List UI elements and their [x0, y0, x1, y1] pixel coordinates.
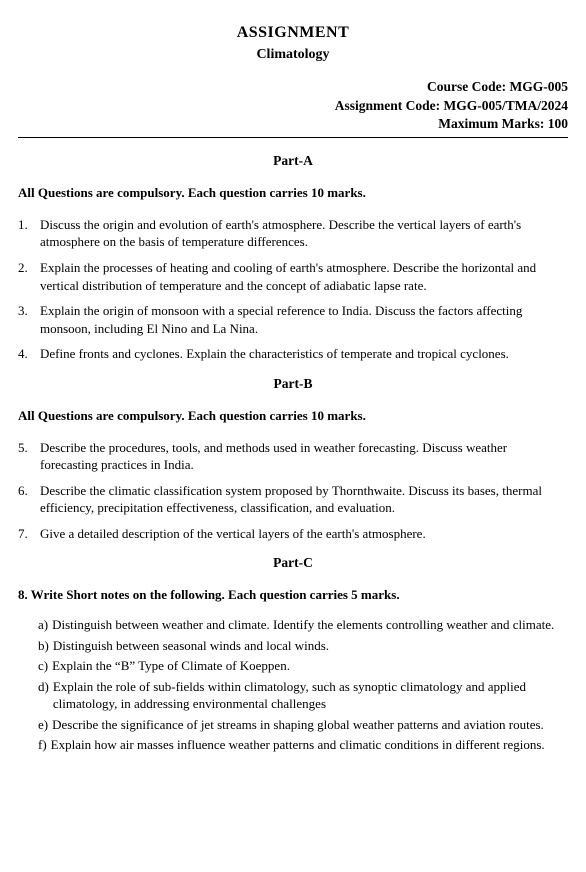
sub-question-text: Explain how air masses influence weather… [51, 736, 568, 754]
assignment-code-label: Assignment Code: [335, 98, 444, 113]
assignment-code-line: Assignment Code: MGG-005/TMA/2024 [18, 97, 568, 115]
part-a-instruction: All Questions are compulsory. Each quest… [18, 184, 568, 202]
part-c-sublist: a) Distinguish between weather and clima… [38, 616, 568, 754]
sub-question-text: Distinguish between seasonal winds and l… [53, 637, 568, 655]
question-text: Describe the climatic classification sys… [40, 482, 568, 517]
sub-question-text: Explain the role of sub-fields within cl… [53, 678, 568, 713]
part-a-heading: Part-A [18, 152, 568, 170]
sub-question-item: c) Explain the “B” Type of Climate of Ko… [38, 657, 568, 675]
question-item: 7. Give a detailed description of the ve… [18, 525, 568, 543]
question-item: 2. Explain the processes of heating and … [18, 259, 568, 294]
max-marks-label: Maximum Marks: [438, 116, 547, 131]
part-c-heading: Part-C [18, 554, 568, 572]
question-item: 1. Discuss the origin and evolution of e… [18, 216, 568, 251]
question-item: 6. Describe the climatic classification … [18, 482, 568, 517]
question-number: 7. [18, 525, 40, 543]
question-item: 4. Define fronts and cyclones. Explain t… [18, 345, 568, 363]
sub-question-label: b) [38, 637, 53, 655]
sub-question-item: b) Distinguish between seasonal winds an… [38, 637, 568, 655]
question-text: Discuss the origin and evolution of eart… [40, 216, 568, 251]
sub-question-label: d) [38, 678, 53, 713]
question-number: 2. [18, 259, 40, 294]
question-text: Describe the procedures, tools, and meth… [40, 439, 568, 474]
question-text: Explain the origin of monsoon with a spe… [40, 302, 568, 337]
question-item: 3. Explain the origin of monsoon with a … [18, 302, 568, 337]
part-b-heading: Part-B [18, 375, 568, 393]
meta-block: Course Code: MGG-005 Assignment Code: MG… [18, 78, 568, 133]
sub-question-label: e) [38, 716, 52, 734]
header-rule [18, 137, 568, 138]
course-code-line: Course Code: MGG-005 [18, 78, 568, 96]
main-title: ASSIGNMENT [18, 22, 568, 44]
sub-question-text: Describe the significance of jet streams… [52, 716, 568, 734]
sub-question-text: Distinguish between weather and climate.… [52, 616, 568, 634]
sub-question-label: f) [38, 736, 51, 754]
assignment-code-value: MGG-005/TMA/2024 [444, 98, 569, 113]
sub-question-item: e) Describe the significance of jet stre… [38, 716, 568, 734]
part-c-instruction: 8. Write Short notes on the following. E… [18, 586, 568, 604]
question-number: 1. [18, 216, 40, 251]
course-code-value: MGG-005 [510, 79, 569, 94]
sub-question-item: a) Distinguish between weather and clima… [38, 616, 568, 634]
sub-question-label: a) [38, 616, 52, 634]
sub-question-label: c) [38, 657, 52, 675]
question-text: Explain the processes of heating and coo… [40, 259, 568, 294]
question-text: Give a detailed description of the verti… [40, 525, 568, 543]
question-number: 4. [18, 345, 40, 363]
title-block: ASSIGNMENT Climatology [18, 22, 568, 64]
part-b-question-list: 5. Describe the procedures, tools, and m… [18, 439, 568, 543]
sub-question-item: d) Explain the role of sub-fields within… [38, 678, 568, 713]
max-marks-line: Maximum Marks: 100 [18, 115, 568, 133]
course-code-label: Course Code: [427, 79, 510, 94]
max-marks-value: 100 [548, 116, 568, 131]
question-number: 6. [18, 482, 40, 517]
sub-question-item: f) Explain how air masses influence weat… [38, 736, 568, 754]
part-b-instruction: All Questions are compulsory. Each quest… [18, 407, 568, 425]
sub-question-text: Explain the “B” Type of Climate of Koepp… [52, 657, 568, 675]
part-a-question-list: 1. Discuss the origin and evolution of e… [18, 216, 568, 363]
question-number: 3. [18, 302, 40, 337]
question-item: 5. Describe the procedures, tools, and m… [18, 439, 568, 474]
subject-title: Climatology [18, 46, 568, 65]
question-text: Define fronts and cyclones. Explain the … [40, 345, 568, 363]
question-number: 5. [18, 439, 40, 474]
